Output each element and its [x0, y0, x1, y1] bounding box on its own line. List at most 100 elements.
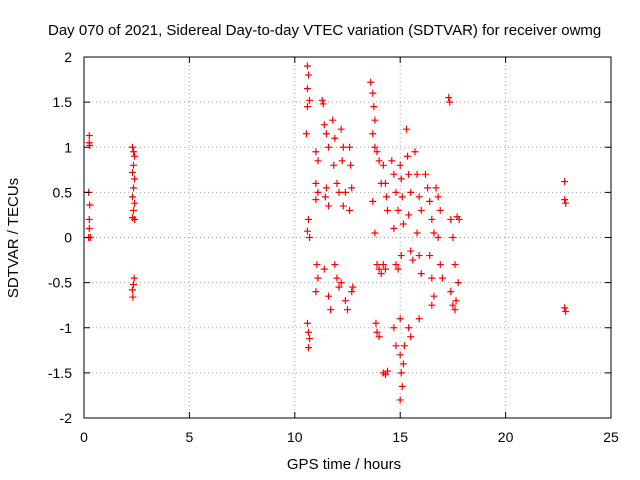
data-point — [424, 184, 432, 192]
data-point — [341, 297, 349, 305]
data-point — [128, 193, 136, 201]
data-point — [430, 229, 438, 237]
data-point — [339, 202, 347, 210]
data-point — [348, 184, 356, 192]
data-point — [396, 315, 404, 323]
y-tick-label: 0.5 — [53, 184, 73, 200]
x-tick-label: 10 — [287, 429, 303, 445]
data-point — [426, 252, 434, 260]
y-tick-label: 2 — [64, 49, 72, 65]
data-point — [369, 130, 377, 138]
data-point — [130, 274, 138, 282]
data-point — [396, 161, 404, 169]
data-point — [392, 261, 400, 269]
data-point — [312, 196, 320, 204]
data-point — [333, 179, 341, 187]
data-point — [407, 333, 415, 341]
data-point — [428, 301, 436, 309]
data-point — [331, 261, 339, 269]
data-point — [130, 148, 138, 156]
data-point — [381, 179, 389, 187]
data-point — [85, 215, 93, 223]
data-point — [130, 206, 138, 214]
data-point — [379, 161, 387, 169]
data-point — [449, 301, 457, 309]
data-point — [371, 143, 379, 151]
data-point — [314, 188, 322, 196]
data-point — [128, 169, 136, 177]
data-point — [446, 98, 454, 106]
data-point — [338, 157, 346, 165]
data-point — [405, 170, 413, 178]
y-tick-label: 1.5 — [53, 94, 73, 110]
data-point — [373, 328, 381, 336]
data-point — [303, 227, 311, 235]
data-point — [390, 324, 398, 332]
data-point — [396, 351, 404, 359]
data-point — [372, 319, 380, 327]
data-point — [306, 335, 314, 343]
data-point — [381, 371, 389, 379]
data-point — [454, 279, 462, 287]
y-tick-label: 1 — [64, 139, 72, 155]
data-point — [562, 308, 570, 316]
data-point — [305, 215, 313, 223]
data-point — [370, 103, 378, 111]
data-point — [392, 188, 400, 196]
data-point — [436, 206, 444, 214]
data-point — [390, 224, 398, 232]
data-point — [398, 382, 406, 390]
data-point — [314, 274, 322, 282]
data-point — [346, 206, 354, 214]
x-tick-label: 25 — [603, 429, 619, 445]
data-point — [379, 261, 387, 269]
data-point — [346, 143, 354, 151]
data-point — [325, 202, 333, 210]
data-point — [312, 148, 320, 156]
data-point — [371, 116, 379, 124]
y-tick-label: -0.5 — [48, 275, 72, 291]
data-point — [348, 288, 356, 296]
data-point — [428, 274, 436, 282]
data-point — [375, 265, 383, 273]
data-point — [312, 179, 320, 187]
data-point — [436, 261, 444, 269]
data-point — [447, 215, 455, 223]
data-point — [330, 161, 338, 169]
data-point — [371, 229, 379, 237]
data-point — [392, 342, 400, 350]
data-point — [394, 265, 402, 273]
data-point — [397, 369, 405, 377]
x-axis-ticks: 0 5 10 15 20 25 — [80, 57, 619, 445]
data-point — [428, 215, 436, 223]
y-tick-label: -1.5 — [48, 365, 72, 381]
y-axis-ticks: -2 -1.5 -1 -0.5 0 0.5 1 1.5 2 — [48, 49, 611, 426]
data-point — [130, 280, 138, 288]
data-point — [415, 193, 423, 201]
data-point — [339, 143, 347, 151]
data-point — [409, 256, 417, 264]
data-point — [434, 193, 442, 201]
data-point — [369, 89, 377, 97]
x-tick-label: 15 — [392, 429, 408, 445]
data-point — [314, 157, 322, 165]
data-point — [390, 170, 398, 178]
data-point — [305, 344, 313, 352]
data-point — [405, 211, 413, 219]
data-point — [321, 193, 329, 201]
data-point — [129, 293, 137, 301]
data-point — [377, 270, 385, 278]
data-point — [303, 85, 311, 93]
data-point — [329, 116, 337, 124]
data-point — [130, 184, 138, 192]
data-point — [333, 274, 341, 282]
data-point — [415, 252, 423, 260]
data-point — [413, 170, 421, 178]
data-point — [131, 215, 139, 223]
data-point — [451, 306, 459, 314]
data-point — [373, 148, 381, 156]
data-point — [306, 96, 314, 104]
data-point — [562, 199, 570, 207]
data-point — [85, 132, 93, 140]
